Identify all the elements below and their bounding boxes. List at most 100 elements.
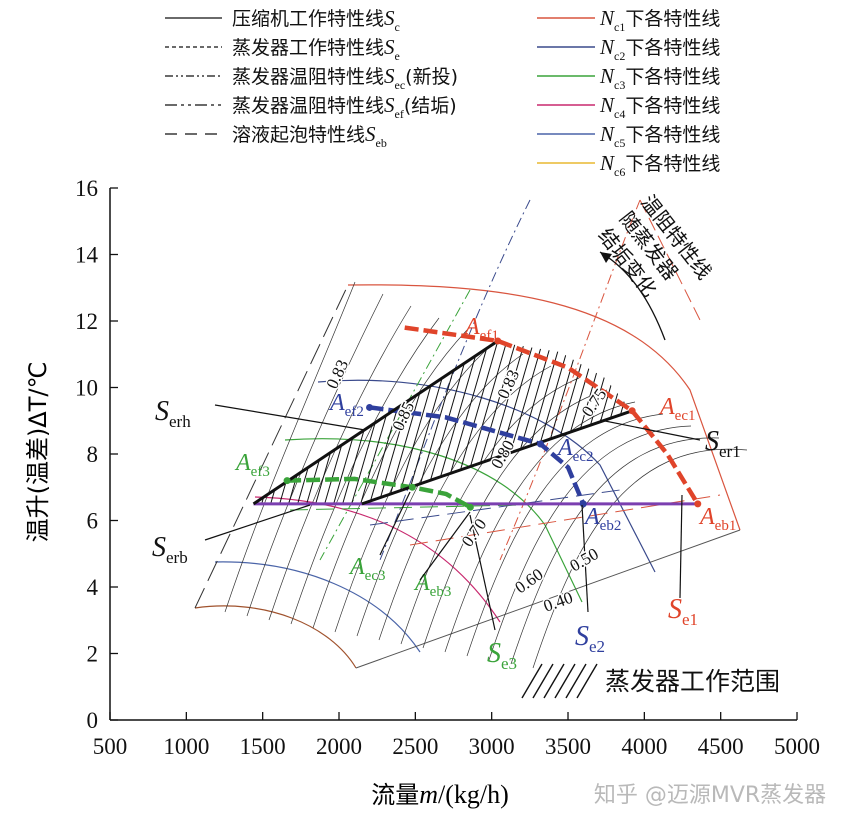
thermal-resistance-line xyxy=(379,199,531,561)
leader-arrow xyxy=(419,511,471,581)
line-label-ser1: Ser1 xyxy=(705,426,741,461)
legend-sym: N xyxy=(599,122,615,146)
legend: 压缩机工作特性线Sc蒸发器工作特性线Se蒸发器温阻特性线Sec(新投)蒸发器温阻… xyxy=(165,6,720,179)
efficiency-curve xyxy=(224,281,356,613)
x-tick-label: 2500 xyxy=(392,734,438,759)
x-tick-label: 5000 xyxy=(774,734,820,759)
point-label-aeb2: Aeb2 xyxy=(583,504,621,534)
leader-ser1 xyxy=(599,419,701,441)
legend-text: 下各特性线 xyxy=(625,66,720,88)
point-label-aec1-sub: ec1 xyxy=(675,408,696,424)
efficiency-curve xyxy=(334,341,496,633)
hatch-line xyxy=(283,342,340,505)
line-label-se2-main: S xyxy=(575,621,589,652)
point-aef1 xyxy=(494,337,502,345)
efficiency-label: 0.60 xyxy=(511,565,546,598)
annotation: 温阻特性线随蒸发器结垢变化 xyxy=(594,190,717,317)
line-label-se1-sub: e1 xyxy=(682,610,698,629)
legend-item-2: 蒸发器温阻特性线Sec(新投) xyxy=(232,64,458,92)
line-label-se3-sub: e3 xyxy=(501,654,517,673)
y-tick-label: 0 xyxy=(87,708,99,733)
efficiency-curve xyxy=(356,353,524,637)
efficiency-curve xyxy=(246,293,384,617)
legend-text: 蒸发器工作特性线 xyxy=(232,37,384,59)
legend-sym: S xyxy=(365,122,376,146)
operating-curve-nc1 xyxy=(404,325,700,506)
boundary-line-ser1 xyxy=(361,409,633,506)
point-label-aeb2-sub: eb2 xyxy=(600,518,622,534)
legend-item-0: 压缩机工作特性线Sc xyxy=(232,6,400,34)
line-label-serh-main: S xyxy=(155,396,169,427)
hatch-line xyxy=(253,342,295,505)
legend-item-1: 蒸发器工作特性线Se xyxy=(232,35,400,63)
y-tick-label: 12 xyxy=(75,309,98,334)
speed-line-nc4 xyxy=(254,496,501,623)
hatch-line xyxy=(454,342,511,505)
point-label-aec2-sub: ec2 xyxy=(573,449,594,465)
x-axis-label-pre: 流量 xyxy=(371,781,419,809)
efficiency-curve xyxy=(510,437,720,665)
x-axis-label-symbol: m xyxy=(419,780,438,809)
hatch-line xyxy=(553,342,610,505)
point-label-aef1: Aef1 xyxy=(463,314,499,344)
line-label-serb-sub: erb xyxy=(166,548,188,567)
legend-text: 蒸发器温阻特性线 xyxy=(232,95,384,117)
legend-sym: S xyxy=(384,35,395,59)
y-axis-label: 温升(温差)ΔT/℃ xyxy=(24,362,52,543)
hatch-line xyxy=(625,342,631,505)
point-label-aeb3: Aeb3 xyxy=(413,570,451,600)
point-label-aef2-sub: ef2 xyxy=(345,404,364,420)
point-aec3 xyxy=(408,483,416,491)
line-label-se2-sub: e2 xyxy=(589,637,605,656)
x-tick-label: 1000 xyxy=(163,734,209,759)
point-aeb1 xyxy=(694,500,702,508)
efficiency-curve xyxy=(290,317,440,625)
hatch-line xyxy=(589,342,631,505)
hatch-line xyxy=(253,342,304,505)
speed-line-nc6 xyxy=(194,605,357,669)
speed-line-nc5 xyxy=(214,561,421,653)
legend-text: 溶液起泡特性线 xyxy=(232,124,365,146)
efficiency-curve xyxy=(466,413,664,657)
y-tick-label: 4 xyxy=(87,575,99,600)
x-tick-label: 1500 xyxy=(240,734,286,759)
region-legend-hatch xyxy=(543,663,565,699)
legend-item-c2: Nc2下各特性线 xyxy=(599,35,720,63)
leader-serh xyxy=(214,404,366,431)
y-tick-label: 16 xyxy=(75,176,98,201)
line-label-serh-sub: erh xyxy=(169,412,191,431)
hatch-line xyxy=(319,342,376,505)
leader-serb xyxy=(204,504,311,541)
legend-sym: S xyxy=(384,6,395,30)
efficiency-curve xyxy=(532,448,748,669)
legend-sym: N xyxy=(599,64,615,88)
y-tick-label: 14 xyxy=(75,243,99,268)
point-aeb3 xyxy=(466,503,474,511)
legend-item-c4: Nc4下各特性线 xyxy=(599,93,720,121)
legend-text: 下各特性线 xyxy=(625,37,720,59)
efficiency-label: 0.85 xyxy=(388,399,418,434)
line-label-se3: Se3 xyxy=(487,638,517,673)
operating-range-hatch xyxy=(253,330,744,520)
point-label-aef3-main: A xyxy=(234,450,251,476)
surge-line xyxy=(194,284,349,609)
point-label-aef2-main: A xyxy=(328,390,345,416)
leader-se1 xyxy=(679,494,683,599)
point-label-aeb1-sub: eb1 xyxy=(715,518,737,534)
region-legend-hatch xyxy=(521,663,543,699)
hatch-line xyxy=(689,330,744,520)
point-label-aec3-main: A xyxy=(348,554,365,580)
point-label-aef3-sub: ef3 xyxy=(251,464,270,480)
hatch-line xyxy=(409,342,466,505)
annotation-arrow-head xyxy=(600,252,612,263)
choke-line xyxy=(355,529,741,669)
efficiency-label: 0.40 xyxy=(541,588,575,616)
point-label-aec2: Aec2 xyxy=(556,435,594,465)
line-label-se3-main: S xyxy=(487,638,501,669)
hatch-line xyxy=(274,342,331,505)
point-label-aeb1: Aeb1 xyxy=(698,504,736,534)
hatch-line xyxy=(472,342,529,505)
line-label-se1-main: S xyxy=(668,594,682,625)
legend-sub: e xyxy=(395,49,400,63)
